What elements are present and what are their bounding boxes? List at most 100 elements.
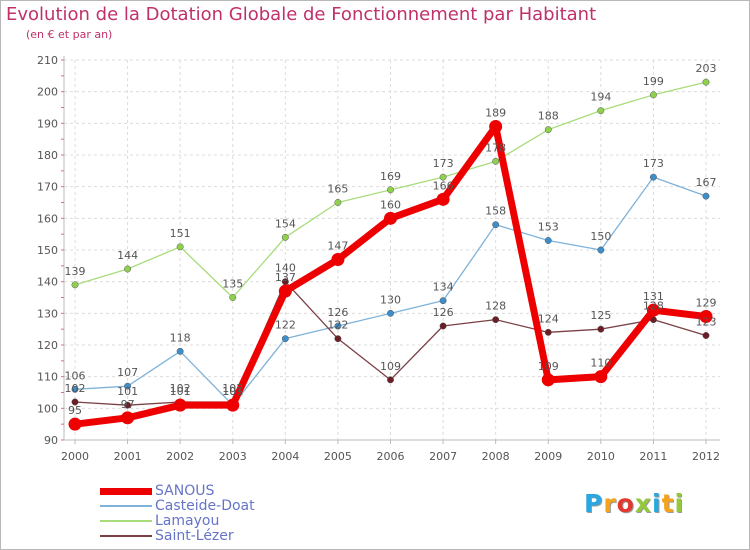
data-label: 166 [433, 179, 454, 192]
data-point [702, 78, 710, 86]
data-label: 154 [275, 217, 296, 230]
data-point [331, 253, 345, 266]
data-point [492, 221, 500, 229]
data-label: 167 [696, 176, 717, 189]
x-tick-label: 2003 [219, 450, 247, 463]
data-label: 107 [117, 366, 138, 379]
data-point [702, 192, 710, 200]
data-label: 135 [222, 278, 243, 291]
data-label: 129 [696, 297, 717, 310]
y-tick-label: 190 [37, 117, 58, 130]
data-point [334, 335, 342, 343]
x-tick-label: 2007 [429, 450, 457, 463]
data-point [439, 297, 447, 305]
y-tick-label: 150 [37, 244, 58, 257]
y-tick-label: 160 [37, 212, 58, 225]
data-point [436, 192, 450, 206]
data-point [544, 237, 552, 244]
data-label: 147 [327, 240, 348, 253]
data-point [439, 173, 447, 181]
data-label: 189 [485, 107, 506, 120]
proxiti-logo: Proxiti [584, 489, 684, 518]
data-point [71, 385, 79, 393]
legend-label: Saint-Lézer [155, 528, 234, 544]
y-tick-label: 100 [37, 402, 58, 415]
logo-letter: P [584, 489, 604, 518]
grid [64, 59, 720, 441]
data-label: 102 [65, 382, 86, 395]
x-tick-label: 2004 [271, 450, 299, 463]
data-point [71, 398, 79, 406]
legend-item: Casteide-Doat [100, 498, 360, 514]
data-point [544, 328, 552, 336]
data-label: 169 [380, 170, 401, 183]
data-point [124, 382, 132, 390]
data-point [229, 294, 237, 301]
logo-letter: t [661, 489, 675, 518]
legend-label: SANOUS [155, 483, 215, 499]
data-label: 173 [433, 157, 454, 170]
data-point [597, 325, 605, 333]
data-label: 165 [327, 183, 348, 196]
data-point [387, 186, 394, 194]
data-point [702, 332, 710, 339]
data-label: 101 [170, 385, 191, 398]
logo-letter: o [616, 489, 635, 518]
data-point [226, 398, 240, 412]
data-point [281, 233, 289, 241]
data-point [597, 107, 605, 115]
data-label: 203 [696, 62, 717, 75]
y-tick-label: 130 [37, 307, 58, 320]
data-point [384, 211, 397, 225]
data-label: 109 [380, 360, 401, 373]
x-tick-label: 2006 [377, 450, 405, 463]
data-label: 102 [170, 382, 191, 395]
data-label: 122 [275, 319, 296, 332]
legend-item: Lamayou [100, 513, 360, 529]
x-tick-label: 2002 [166, 450, 194, 463]
y-tick-label: 200 [37, 86, 58, 99]
data-label: 110 [590, 357, 611, 370]
data-label: 95 [68, 404, 82, 417]
chart-subtitle: (en € et par an) [26, 28, 113, 41]
data-point [649, 173, 657, 181]
logo-letter: r [603, 489, 617, 518]
data-label: 188 [538, 110, 559, 123]
data-label: 194 [590, 91, 611, 104]
axes: 90 100 110 120 130 140 150 160 170 180 190 200 210 20… [37, 54, 720, 463]
x-tick-label: 2010 [587, 450, 615, 463]
legend: SANOUS Casteide-Doat Lamayou Saint-Lézer [100, 483, 360, 544]
legend-label: Lamayou [155, 513, 220, 529]
data-point [387, 309, 394, 317]
data-point [597, 246, 605, 254]
data-label: 137 [275, 271, 296, 284]
data-point [176, 347, 184, 355]
data-point [492, 316, 500, 324]
logo-letter: x [634, 489, 652, 518]
data-point [489, 120, 503, 133]
series-layer [68, 78, 713, 431]
data-label: 160 [380, 198, 401, 211]
y-tick-label: 90 [44, 434, 58, 447]
data-label: 126 [327, 306, 348, 319]
data-point [334, 322, 342, 330]
data-point [124, 401, 132, 409]
data-label: 144 [117, 249, 138, 262]
data-label: 150 [590, 230, 611, 243]
data-label: 126 [433, 306, 454, 319]
data-label: 122 [327, 319, 348, 332]
data-point [594, 370, 608, 384]
data-point [439, 322, 447, 330]
data-label: 123 [696, 316, 717, 329]
x-tick-label: 2001 [114, 450, 142, 463]
y-tick-label: 140 [37, 276, 58, 289]
data-label: 128 [643, 300, 664, 313]
data-point [121, 411, 135, 425]
data-label: 151 [170, 227, 191, 240]
x-tick-label: 2000 [61, 450, 89, 463]
x-tick-label: 2009 [534, 450, 562, 463]
y-tick-label: 210 [37, 54, 58, 67]
chart-title: Evolution de la Dotation Globale de Fonc… [6, 4, 597, 25]
data-point [334, 199, 342, 206]
